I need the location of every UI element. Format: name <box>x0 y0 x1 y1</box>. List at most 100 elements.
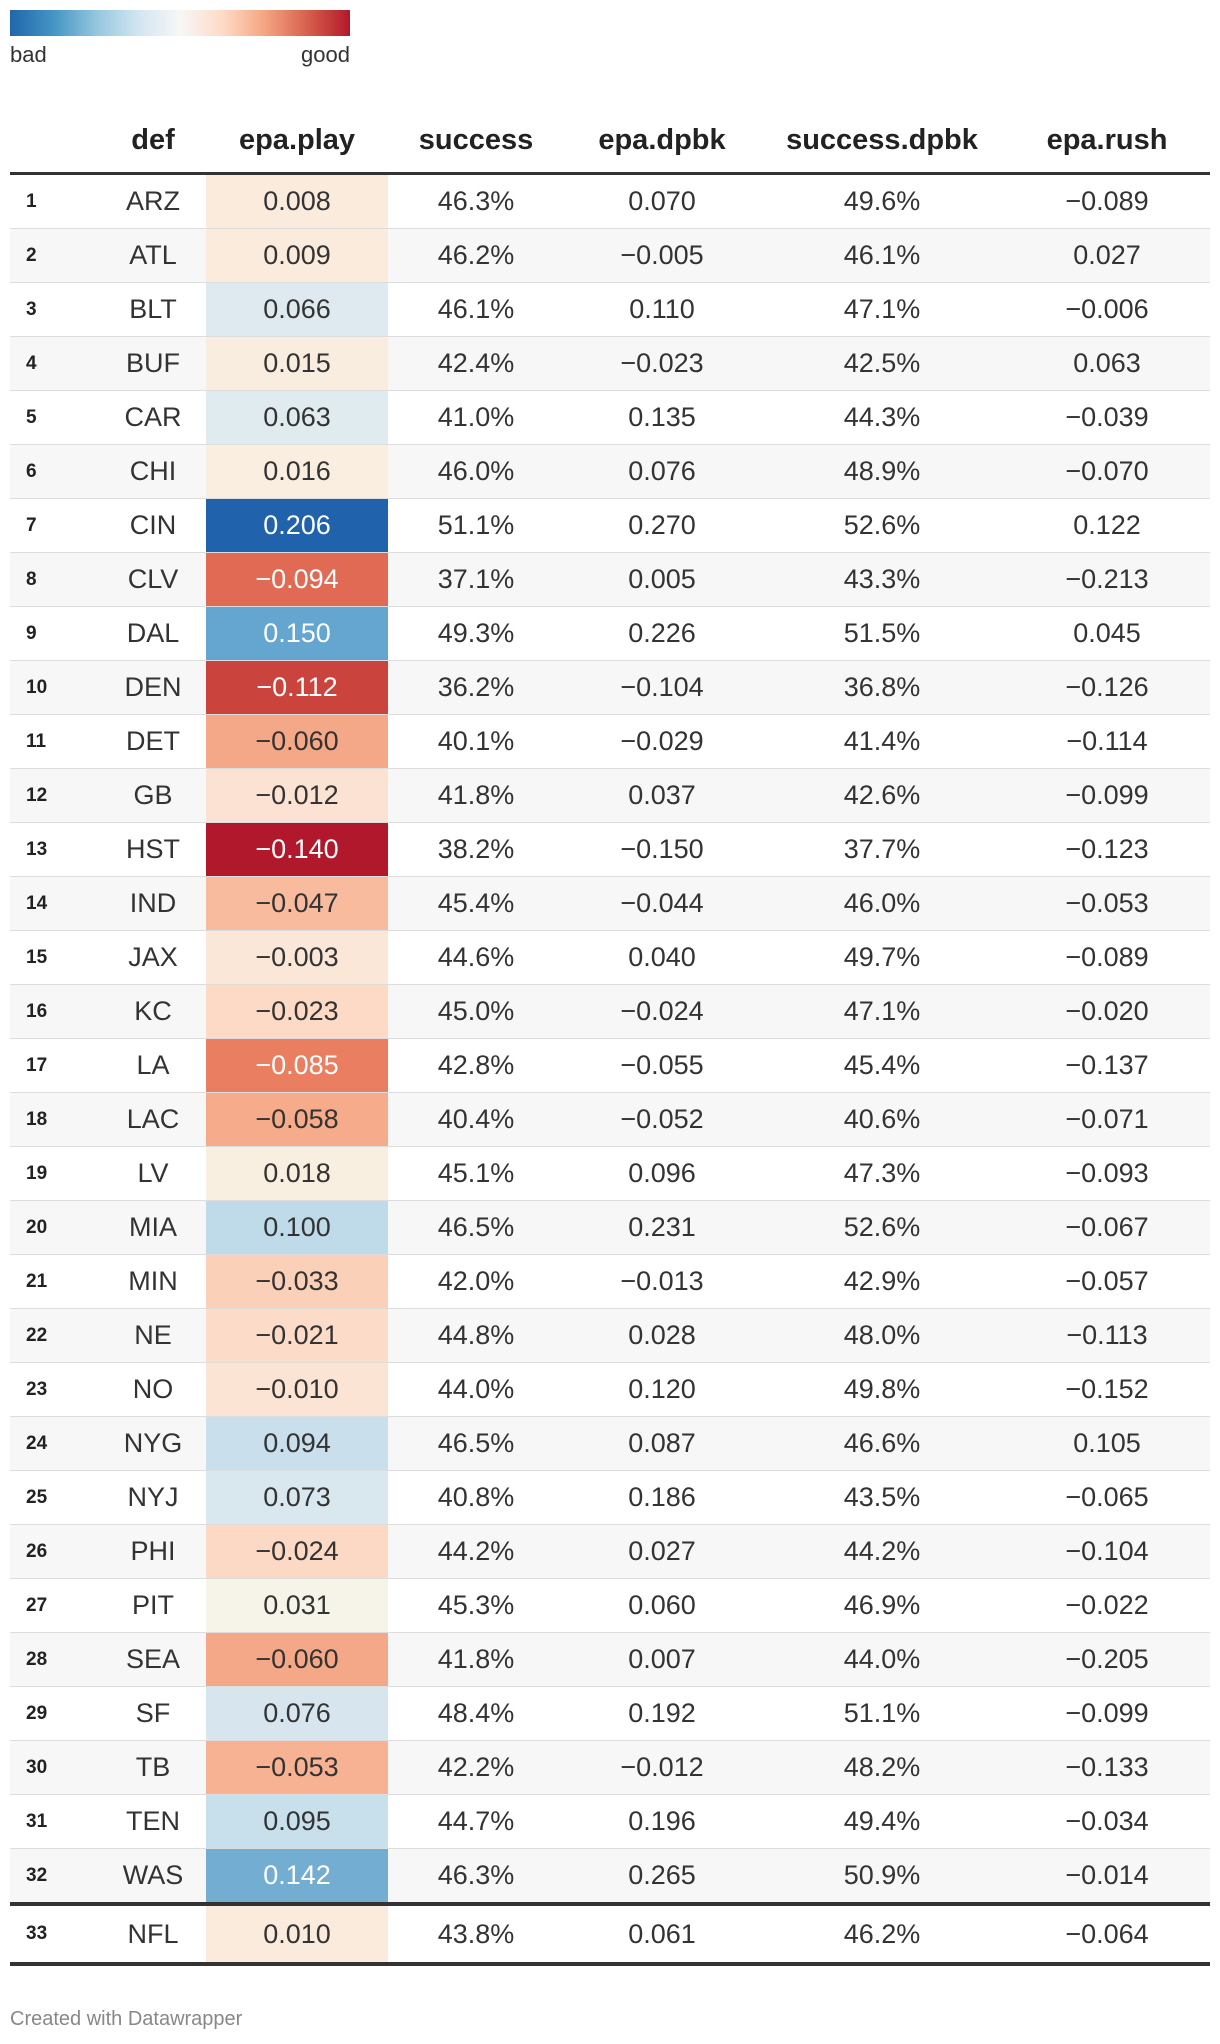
value-cell: −0.114 <box>1004 714 1210 769</box>
value-cell: 0.105 <box>1004 1416 1210 1471</box>
value-cell: 0.045 <box>1004 606 1210 661</box>
team-cell: TB <box>100 1740 206 1795</box>
team-cell: BUF <box>100 336 206 391</box>
rank-cell: 31 <box>10 1794 100 1849</box>
rank-cell: 4 <box>10 336 100 391</box>
value-cell: 51.5% <box>760 606 1004 661</box>
value-cell: 37.1% <box>388 552 564 607</box>
heat-cell: −0.012 <box>206 768 388 823</box>
value-cell: 49.7% <box>760 930 1004 985</box>
rank-cell: 8 <box>10 552 100 607</box>
heat-cell: −0.112 <box>206 660 388 715</box>
heat-cell: 0.016 <box>206 444 388 499</box>
value-cell: −0.104 <box>1004 1524 1210 1579</box>
legend-gradient-bar <box>10 10 350 36</box>
table-row: 7 CIN 0.206 51.1% 0.270 52.6% 0.122 <box>10 498 1210 553</box>
rank-cell: 33 <box>10 1902 100 1966</box>
value-cell: −0.104 <box>564 660 760 715</box>
table-row: 5 CAR 0.063 41.0% 0.135 44.3% −0.039 <box>10 390 1210 445</box>
column-header[interactable]: def <box>100 108 206 175</box>
rank-cell: 11 <box>10 714 100 769</box>
value-cell: 0.037 <box>564 768 760 823</box>
value-cell: 46.3% <box>388 173 564 229</box>
value-cell: 46.5% <box>388 1416 564 1471</box>
table-row: 11 DET −0.060 40.1% −0.029 41.4% −0.114 <box>10 714 1210 769</box>
table-row: 10 DEN −0.112 36.2% −0.104 36.8% −0.126 <box>10 660 1210 715</box>
value-cell: 0.231 <box>564 1200 760 1255</box>
value-cell: 40.4% <box>388 1092 564 1147</box>
team-cell: ARZ <box>100 173 206 229</box>
value-cell: 52.6% <box>760 1200 1004 1255</box>
value-cell: 48.2% <box>760 1740 1004 1795</box>
rank-cell: 17 <box>10 1038 100 1093</box>
value-cell: −0.044 <box>564 876 760 931</box>
value-cell: −0.093 <box>1004 1146 1210 1201</box>
value-cell: −0.006 <box>1004 282 1210 337</box>
column-header[interactable]: success.dpbk <box>760 108 1004 175</box>
value-cell: 0.096 <box>564 1146 760 1201</box>
value-cell: 0.265 <box>564 1848 760 1905</box>
value-cell: 49.3% <box>388 606 564 661</box>
rank-cell: 6 <box>10 444 100 499</box>
value-cell: 0.005 <box>564 552 760 607</box>
value-cell: −0.205 <box>1004 1632 1210 1687</box>
table-header-row: def epa.play success epa.dpbk success.dpbk ep… <box>10 108 1210 175</box>
value-cell: 44.6% <box>388 930 564 985</box>
team-cell: DET <box>100 714 206 769</box>
value-cell: −0.022 <box>1004 1578 1210 1633</box>
team-cell: LA <box>100 1038 206 1093</box>
column-header[interactable]: success <box>388 108 564 175</box>
value-cell: −0.089 <box>1004 173 1210 229</box>
team-cell: TEN <box>100 1794 206 1849</box>
rank-cell: 10 <box>10 660 100 715</box>
heat-cell: −0.010 <box>206 1362 388 1417</box>
team-cell: NYG <box>100 1416 206 1471</box>
table-row: 28 SEA −0.060 41.8% 0.007 44.0% −0.205 <box>10 1632 1210 1687</box>
value-cell: 0.027 <box>564 1524 760 1579</box>
value-cell: 46.2% <box>760 1902 1004 1966</box>
value-cell: 42.2% <box>388 1740 564 1795</box>
value-cell: −0.053 <box>1004 876 1210 931</box>
team-cell: CLV <box>100 552 206 607</box>
team-cell: IND <box>100 876 206 931</box>
value-cell: −0.070 <box>1004 444 1210 499</box>
rank-cell: 13 <box>10 822 100 877</box>
column-header[interactable]: epa.play <box>206 108 388 175</box>
rank-cell: 18 <box>10 1092 100 1147</box>
rank-cell: 20 <box>10 1200 100 1255</box>
value-cell: 41.8% <box>388 1632 564 1687</box>
team-cell: CHI <box>100 444 206 499</box>
column-header[interactable] <box>10 108 100 175</box>
value-cell: −0.057 <box>1004 1254 1210 1309</box>
heat-cell: 0.009 <box>206 228 388 283</box>
heat-cell: −0.047 <box>206 876 388 931</box>
value-cell: 0.061 <box>564 1902 760 1966</box>
value-cell: 0.135 <box>564 390 760 445</box>
rank-cell: 23 <box>10 1362 100 1417</box>
column-header[interactable]: epa.rush <box>1004 108 1210 175</box>
table-row: 17 LA −0.085 42.8% −0.055 45.4% −0.137 <box>10 1038 1210 1093</box>
value-cell: −0.133 <box>1004 1740 1210 1795</box>
value-cell: 0.028 <box>564 1308 760 1363</box>
value-cell: 49.4% <box>760 1794 1004 1849</box>
rank-cell: 28 <box>10 1632 100 1687</box>
heat-cell: 0.063 <box>206 390 388 445</box>
heat-cell: −0.033 <box>206 1254 388 1309</box>
value-cell: 41.0% <box>388 390 564 445</box>
table-total-row: 33 NFL 0.010 43.8% 0.061 46.2% −0.064 <box>10 1902 1210 1966</box>
value-cell: −0.012 <box>564 1740 760 1795</box>
team-cell: ATL <box>100 228 206 283</box>
table-row: 4 BUF 0.015 42.4% −0.023 42.5% 0.063 <box>10 336 1210 391</box>
team-cell: NFL <box>100 1902 206 1966</box>
value-cell: 0.120 <box>564 1362 760 1417</box>
team-cell: BLT <box>100 282 206 337</box>
value-cell: 40.8% <box>388 1470 564 1525</box>
table-row: 9 DAL 0.150 49.3% 0.226 51.5% 0.045 <box>10 606 1210 661</box>
column-header[interactable]: epa.dpbk <box>564 108 760 175</box>
table-row: 8 CLV −0.094 37.1% 0.005 43.3% −0.213 <box>10 552 1210 607</box>
heat-cell: −0.058 <box>206 1092 388 1147</box>
value-cell: 44.3% <box>760 390 1004 445</box>
value-cell: 37.7% <box>760 822 1004 877</box>
table-row: 29 SF 0.076 48.4% 0.192 51.1% −0.099 <box>10 1686 1210 1741</box>
value-cell: −0.039 <box>1004 390 1210 445</box>
